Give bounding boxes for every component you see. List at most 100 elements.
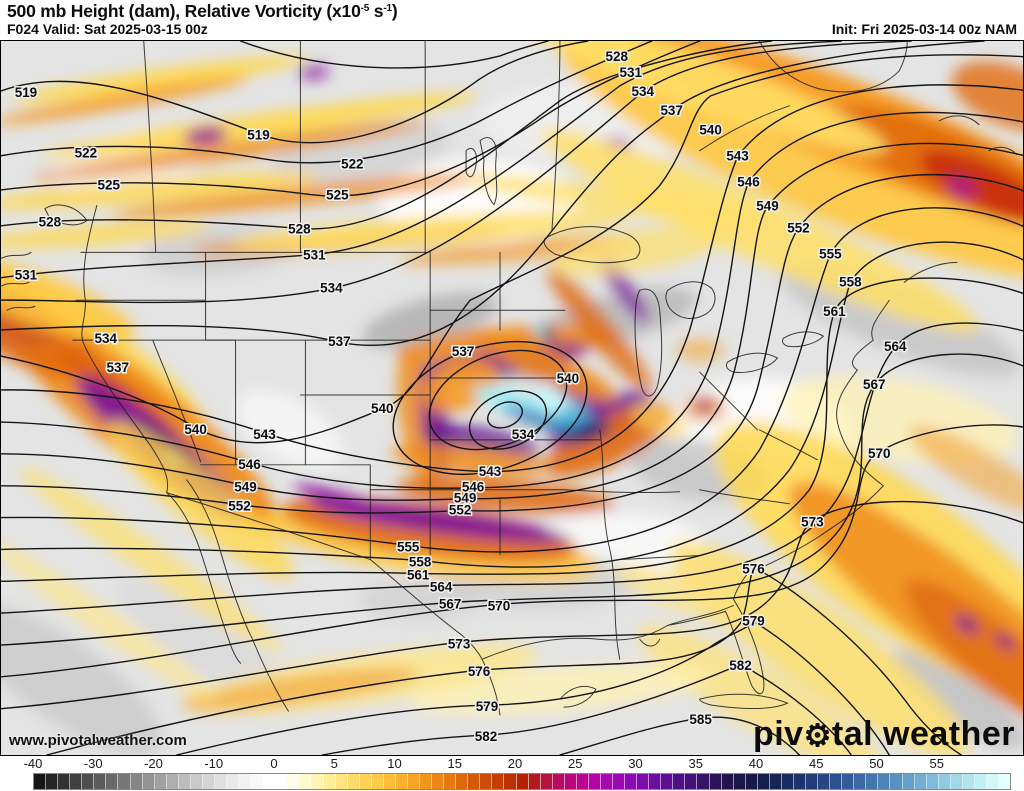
contour-label: 573 (801, 515, 823, 530)
colorbar-cell (516, 774, 529, 789)
contour-label: 561 (823, 304, 846, 319)
height-contours (1, 41, 1023, 755)
colorbar-cell (769, 774, 782, 789)
colorbar-cell (214, 774, 227, 789)
colorbar-cell (166, 774, 179, 789)
contour-label: 567 (863, 377, 885, 392)
page-title: 500 mb Height (dam), Relative Vorticity … (7, 1, 398, 21)
contour-label: 543 (726, 149, 748, 164)
colorbar-cell (552, 774, 565, 789)
colorbar-cell (757, 774, 770, 789)
colorbar-tick: 20 (507, 756, 523, 771)
colorbar-tick: 45 (808, 756, 824, 771)
colorbar-cell (359, 774, 372, 789)
colorbar: -40 -30 -20 -10 0 5 10 15 20 25 30 35 40 45 50 55 (0, 756, 1024, 791)
colorbar-cell (649, 774, 662, 789)
colorbar-tick: 25 (567, 756, 583, 771)
colorbar-tick: 55 (929, 756, 944, 771)
contour-label: 549 (454, 491, 476, 506)
colorbar-cell (239, 774, 252, 789)
contour-label: 528 (39, 214, 62, 229)
contour-label: 519 (15, 85, 37, 100)
colorbar-tick: 35 (688, 756, 703, 771)
contour-label: 546 (238, 457, 260, 472)
colorbar-cell (540, 774, 553, 789)
colorbar-cell (709, 774, 722, 789)
contour-label: 561 (407, 567, 430, 582)
contour-label: 549 (234, 480, 256, 495)
contour-label: 537 (660, 103, 682, 118)
contour-label: 522 (341, 157, 363, 172)
contour-label: 579 (476, 699, 498, 714)
colorbar-cell (721, 774, 734, 789)
colorbar-cell (178, 774, 191, 789)
contour-label: 582 (729, 658, 751, 673)
colorbar-cell (902, 774, 915, 789)
colorbar-cell (914, 774, 927, 789)
colorbar-cell (528, 774, 541, 789)
colorbar-cell (118, 774, 131, 789)
contour-label: 522 (75, 146, 97, 161)
contour-label: 534 (320, 280, 343, 295)
colorbar-cell (685, 774, 698, 789)
contour-label: 570 (488, 598, 510, 613)
contour-label: 537 (328, 334, 350, 349)
contour-label: 552 (228, 499, 250, 514)
contour-label: 564 (430, 579, 453, 594)
colorbar-tick: 10 (387, 756, 402, 771)
colorbar-cell (613, 774, 626, 789)
contour-label: 558 (839, 274, 862, 289)
colorbar-cell (202, 774, 215, 789)
colorbar-cell (890, 774, 903, 789)
colorbar-cell (806, 774, 819, 789)
contour-label: 540 (371, 401, 393, 416)
colorbar-cell (878, 774, 891, 789)
colorbar-cell (661, 774, 674, 789)
colorbar-cell (962, 774, 975, 789)
contour-label: 531 (15, 267, 38, 282)
colorbar-cell (154, 774, 167, 789)
colorbar-cell (926, 774, 939, 789)
colorbar-cell (842, 774, 855, 789)
geography-borders (1, 41, 1018, 716)
colorbar-tick: -20 (144, 756, 163, 771)
header: 500 mb Height (dam), Relative Vorticity … (0, 0, 1024, 40)
contour-label: 546 (462, 480, 484, 495)
colorbar-cell (673, 774, 686, 789)
contour-label: 540 (699, 123, 721, 138)
colorbar-cell (492, 774, 505, 789)
colorbar-cell (407, 774, 420, 789)
colorbar-cell (504, 774, 517, 789)
watermark-url: www.pivotalweather.com (9, 732, 187, 749)
colorbar-tick: 15 (447, 756, 462, 771)
contour-label: 546 (737, 175, 759, 190)
colorbar-cell (733, 774, 746, 789)
colorbar-cell (311, 774, 324, 789)
contour-label: 558 (409, 555, 432, 570)
contour-label: 552 (787, 220, 809, 235)
contour-label: 525 (326, 188, 349, 203)
colorbar-cell (637, 774, 650, 789)
colorbar-cell (818, 774, 831, 789)
colorbar-cell (106, 774, 119, 789)
colorbar-cell (335, 774, 348, 789)
contour-label: 549 (756, 199, 778, 214)
contour-label: 579 (742, 613, 764, 628)
colorbar-tick: -40 (23, 756, 43, 771)
colorbar-cell (263, 774, 276, 789)
colorbar-cell (323, 774, 336, 789)
contour-label: 531 (620, 65, 643, 80)
contour-label: 576 (468, 664, 490, 679)
colorbar-cell (383, 774, 396, 789)
contour-label: 528 (288, 221, 311, 236)
colorbar-cell (58, 774, 71, 789)
contour-label: 534 (512, 427, 535, 442)
colorbar-cell (432, 774, 445, 789)
colorbar-cell (371, 774, 384, 789)
colorbar-scale (33, 773, 1011, 790)
colorbar-tick: -30 (83, 756, 103, 771)
contour-label: 534 (95, 331, 118, 346)
colorbar-tick-labels: -40 -30 -20 -10 0 5 10 15 20 25 30 35 40 45 50 55 (0, 756, 1024, 772)
contour-label: 519 (247, 128, 269, 143)
